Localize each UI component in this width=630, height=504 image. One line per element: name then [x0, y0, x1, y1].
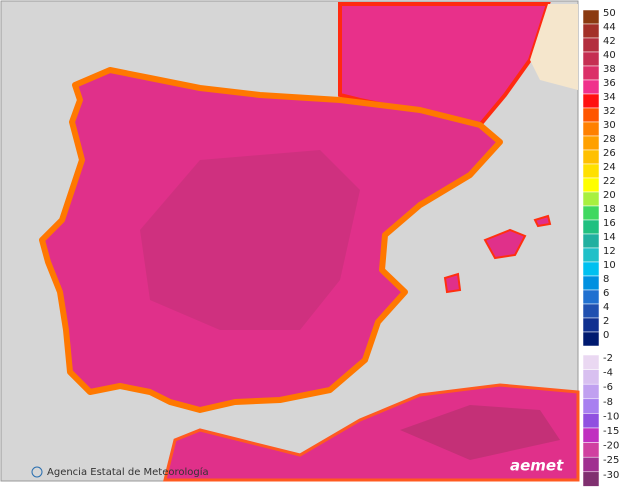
legend-swatch — [582, 247, 600, 263]
legend-swatch — [582, 369, 600, 385]
legend-swatch — [582, 398, 600, 414]
legend-label: 16 — [603, 218, 616, 229]
legend-label: -2 — [603, 353, 613, 364]
legend-swatch — [582, 354, 600, 370]
legend-swatch — [582, 51, 600, 67]
legend-swatch — [582, 65, 600, 81]
legend-swatch — [582, 177, 600, 193]
legend-swatch — [582, 107, 600, 123]
island — [483, 228, 527, 260]
legend: 5044424038363432302826242220181614121086… — [582, 8, 619, 487]
legend-swatch — [582, 205, 600, 221]
credit-icon — [31, 466, 43, 478]
legend-label: 18 — [603, 204, 616, 215]
island — [533, 214, 552, 228]
island — [443, 272, 462, 294]
legend-label: 38 — [603, 64, 616, 75]
legend-swatch — [582, 233, 600, 249]
legend-label: 44 — [603, 22, 616, 33]
legend-label: 34 — [603, 92, 616, 103]
legend-swatch — [582, 289, 600, 305]
legend-label: 8 — [603, 274, 609, 285]
legend-label: 10 — [603, 260, 616, 271]
legend-swatch — [582, 163, 600, 179]
legend-swatch — [582, 93, 600, 109]
legend-label: 30 — [603, 120, 616, 131]
legend-swatch — [582, 317, 600, 333]
atlas-region — [400, 405, 560, 460]
legend-label: 26 — [603, 148, 616, 159]
credit: Agencia Estatal de Meteorología — [47, 466, 209, 478]
legend-swatch — [582, 191, 600, 207]
legend-label: -15 — [603, 426, 619, 437]
legend-label: 32 — [603, 106, 616, 117]
legend-swatch — [582, 121, 600, 137]
legend-swatch — [582, 413, 600, 429]
legend-label: 6 — [603, 288, 609, 299]
legend-label: -30 — [603, 470, 619, 481]
legend-label: 20 — [603, 190, 616, 201]
legend-swatch — [582, 456, 600, 473]
legend-label: 24 — [603, 162, 616, 173]
legend-label: -10 — [603, 411, 619, 422]
legend-label: 0 — [603, 330, 609, 341]
legend-swatch — [582, 149, 600, 165]
legend-label: 50 — [603, 8, 616, 19]
legend-swatch — [582, 383, 600, 400]
legend-swatch — [582, 331, 600, 347]
legend-label: -25 — [603, 455, 619, 466]
legend-label: 36 — [603, 78, 616, 89]
legend-label: 2 — [603, 316, 609, 327]
legend-swatch — [582, 23, 600, 39]
legend-label: 22 — [603, 176, 616, 187]
interior-region — [140, 150, 360, 330]
legend-label: 14 — [603, 232, 616, 243]
legend-swatch — [582, 427, 600, 443]
legend-label: 28 — [603, 134, 616, 145]
legend-swatch — [582, 37, 600, 53]
legend-swatch — [582, 261, 600, 277]
legend-swatch — [582, 275, 600, 291]
legend-label: -6 — [603, 382, 613, 393]
legend-label: 40 — [603, 50, 616, 61]
legend-swatch — [582, 135, 600, 151]
legend-label: -20 — [603, 441, 619, 452]
legend-label: -8 — [603, 397, 613, 408]
legend-swatch — [582, 9, 600, 25]
land-outside — [530, 4, 578, 90]
legend-swatch — [582, 303, 600, 319]
legend-label: 4 — [603, 302, 609, 313]
legend-label: -4 — [603, 368, 613, 379]
legend-swatch — [582, 219, 600, 235]
legend-swatch — [582, 471, 600, 487]
logo: aemet — [510, 457, 564, 475]
legend-swatch — [582, 442, 600, 458]
legend-label: 42 — [603, 36, 616, 47]
legend-swatch — [582, 79, 600, 95]
legend-label: 12 — [603, 246, 616, 257]
